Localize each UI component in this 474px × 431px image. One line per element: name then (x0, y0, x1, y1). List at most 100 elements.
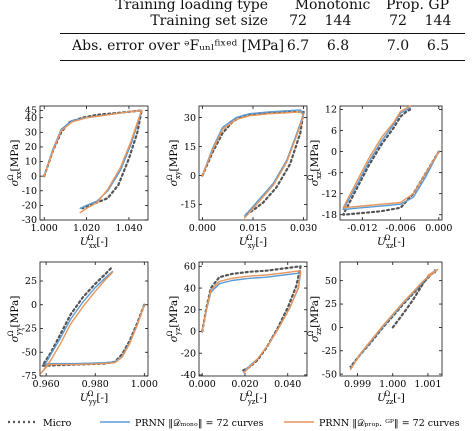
series-line-gp (201, 111, 305, 219)
y-tick-label: -12 (322, 189, 337, 200)
y-tick-label: 0 (31, 171, 37, 182)
y-tick-label: -25 (322, 346, 337, 357)
header-prop-gp: Prop. GP (385, 0, 449, 13)
y-tick-label: -15 (181, 200, 196, 211)
series-line-gp (349, 268, 439, 371)
x-tick-label: 1.001 (414, 379, 441, 390)
series-line-mono (43, 109, 143, 209)
legend-mono-label: PRNN ‖𝒟ₘₒₙₒ‖ = 72 curves (135, 418, 264, 429)
series-line-gp (201, 270, 302, 374)
series-line-mono (201, 109, 305, 217)
table-mid-rule (60, 33, 465, 34)
header-monotonic: Monotonic (294, 0, 371, 13)
series-line-mono (342, 107, 440, 211)
x-tick-label: 1.000 (31, 223, 58, 234)
y-tick-label: 6 (331, 126, 337, 137)
x-axis-label: UxxΩ [-] (80, 234, 108, 250)
series-line-mono (349, 269, 438, 370)
y-tick-label: 0 (31, 300, 37, 311)
x-axis-label: UyyΩ [-] (80, 390, 108, 406)
series-line-micro (201, 110, 305, 216)
y-tick-label: 25 (25, 276, 37, 287)
x-tick-label: 0.000 (189, 379, 216, 390)
legend-micro-label: Micro (43, 418, 72, 429)
series-line-micro (349, 269, 437, 368)
plot-frame (39, 261, 149, 377)
y-tick-label: 60 (184, 262, 196, 273)
series-line-mono (201, 272, 302, 373)
y-tick-label: 40 (25, 113, 37, 124)
y-axis-label: σxyΩ[MPa] (166, 140, 182, 187)
y-tick-label: 30 (184, 113, 196, 124)
x-tick-label: 1.020 (73, 223, 100, 234)
y-tick-label: 40 (184, 283, 196, 294)
y-tick-label: 50 (325, 276, 337, 287)
series-line-micro (41, 265, 146, 367)
y-axis-label: σxzΩ[MPa] (307, 140, 323, 186)
y-tick-label: -40 (181, 370, 196, 381)
y-tick-label: 10 (25, 157, 37, 168)
x-axis-label: UxyΩ [-] (239, 234, 267, 250)
series-line-gp (342, 105, 440, 209)
y-tick-label: 30 (25, 128, 37, 139)
y-axis-label: σzzΩ[MPa] (307, 296, 323, 342)
x-tick-label: 1.000 (379, 379, 406, 390)
panel-3: -0.012 -0.006 0.000 -18 -12 -6 0 6 12 UxzΩ [-] σxzΩ… (307, 105, 452, 250)
error-cell: 6.8 (326, 38, 350, 54)
panel-5: 0.000 0.020 0.040 -40 -20 0 20 40 60 UyzΩ [-] σyzΩ[… (166, 261, 308, 406)
panel-2: 0.000 0.015 0.030 -15 0 15 30 UxyΩ [-] σxyΩ[MPa] (166, 105, 317, 250)
x-axis-label: UyzΩ [-] (239, 390, 267, 406)
y-axis-label: σyyΩ[MPa] (7, 296, 23, 343)
size-cell: 144 (424, 13, 452, 29)
legend-gp-label: PRNN ‖𝒟ₚᵣₒₚ. ᴳᴾ‖ = 72 curves (319, 418, 460, 429)
x-tick-label: 0.960 (33, 379, 60, 390)
x-axis-label: UzzΩ [-] (377, 390, 405, 406)
y-tick-label: 0 (331, 147, 337, 158)
y-tick-label: -25 (22, 324, 37, 335)
y-tick-label: -50 (322, 369, 337, 380)
y-tick-label: -20 (22, 201, 37, 212)
legend: Micro PRNN ‖𝒟ₘₒₙₒ‖ = 72 curves PRNN ‖𝒟ₚᵣ… (8, 418, 460, 429)
x-tick-label: -0.012 (347, 223, 377, 234)
y-tick-label: 0 (331, 323, 337, 334)
error-table: Training loading type Monotonic Prop. GP… (60, 0, 465, 64)
size-cell: 144 (324, 13, 352, 29)
x-tick-label: 0.000 (425, 223, 452, 234)
x-tick-label: -0.006 (385, 223, 415, 234)
x-axis-label: UxzΩ [-] (377, 234, 405, 250)
y-axis-label: σyzΩ[MPa] (166, 296, 182, 342)
size-cell: 72 (289, 13, 307, 29)
plot-frame (339, 105, 443, 221)
x-tick-label: 1.000 (131, 379, 158, 390)
y-tick-label: -50 (22, 347, 37, 358)
plot-frame (198, 261, 308, 377)
plot-frame (339, 261, 443, 377)
error-cell: 7.0 (386, 38, 410, 54)
header-label-size: Training set size (150, 13, 268, 29)
y-tick-label: 15 (184, 142, 196, 153)
series-line-micro (342, 108, 440, 216)
series-line-mono (44, 270, 145, 366)
y-tick-label: -6 (328, 168, 337, 179)
series-line-micro (43, 109, 143, 210)
series-line-gp (43, 109, 143, 214)
y-tick-label: -75 (22, 371, 37, 382)
x-tick-label: 0.040 (274, 379, 301, 390)
x-tick-label: 0.980 (82, 379, 109, 390)
y-tick-label: -10 (22, 186, 37, 197)
series-line-gp (40, 271, 145, 374)
x-tick-label: 0.015 (239, 223, 266, 234)
x-tick-label: 1.040 (115, 223, 142, 234)
panel-4: 0.960 0.980 1.000 -75 -50 -25 0 25 UyyΩ [-] σyyΩ[M… (7, 261, 158, 406)
y-tick-label: 12 (325, 105, 337, 116)
y-tick-label: 0 (190, 327, 196, 338)
x-tick-label: 0.030 (290, 223, 317, 234)
y-tick-label: 0 (190, 171, 196, 182)
y-tick-label: 45 (25, 106, 37, 117)
y-tick-label: -18 (322, 210, 337, 221)
y-tick-label: 20 (25, 142, 37, 153)
x-tick-label: 0.020 (231, 379, 258, 390)
series-line-micro (201, 265, 302, 372)
error-cell: 6.7 (286, 38, 310, 54)
